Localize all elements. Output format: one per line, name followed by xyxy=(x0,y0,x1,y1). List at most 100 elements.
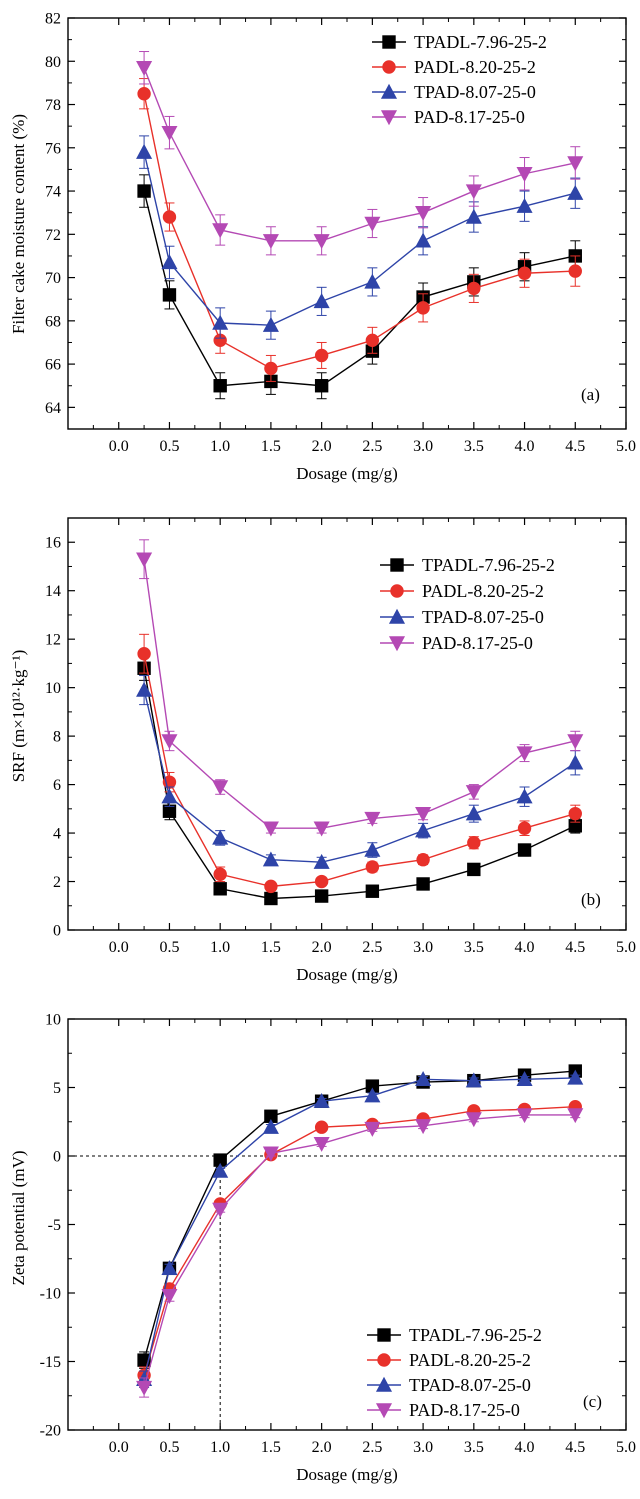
data-point xyxy=(364,1087,381,1103)
legend-label: PADL-8.20-25-2 xyxy=(409,1350,531,1370)
series-1 xyxy=(137,1064,582,1369)
series-2 xyxy=(137,633,582,894)
data-point xyxy=(213,882,227,896)
data-point xyxy=(568,806,582,821)
data-point xyxy=(262,234,279,250)
panel-label: (b) xyxy=(581,890,601,909)
legend-marker xyxy=(388,608,406,624)
data-point xyxy=(136,681,153,697)
series-line xyxy=(143,190,576,387)
legend-label: PAD-8.17-25-0 xyxy=(414,107,525,127)
data-point xyxy=(262,316,279,332)
legend-marker xyxy=(382,35,396,49)
y-tick-label: 4 xyxy=(53,826,61,843)
x-tick-label: 3.5 xyxy=(464,1439,484,1456)
x-tick-label: 2.0 xyxy=(312,438,332,455)
legend-label: TPAD-8.07-25-0 xyxy=(409,1375,531,1395)
y-axis-label: Zeta potential (mV) xyxy=(9,1150,28,1285)
series-line xyxy=(143,151,576,326)
legend-marker xyxy=(380,110,398,126)
data-point xyxy=(567,1069,584,1085)
legend-marker xyxy=(377,1328,391,1342)
data-point xyxy=(416,877,430,891)
data-point xyxy=(262,1118,279,1134)
data-point xyxy=(467,862,481,877)
y-tick-label: 68 xyxy=(45,313,61,330)
series-line xyxy=(143,1105,576,1376)
x-tick-label: 0.0 xyxy=(109,438,129,455)
legend-label: TPADL-7.96-25-2 xyxy=(414,32,547,52)
data-point xyxy=(516,788,533,804)
legend-marker xyxy=(377,1353,391,1367)
x-tick-label: 0.5 xyxy=(159,939,179,956)
legend-marker xyxy=(390,558,404,572)
series-line xyxy=(143,559,576,829)
data-point xyxy=(517,821,532,835)
data-point xyxy=(161,1260,178,1276)
y-tick-label: 0 xyxy=(53,1149,61,1166)
data-point xyxy=(314,874,329,889)
legend-label: TPAD-8.07-25-0 xyxy=(422,607,544,627)
data-point xyxy=(314,348,329,363)
series-line xyxy=(143,1114,576,1388)
data-point xyxy=(137,184,151,198)
x-tick-label: 1.0 xyxy=(210,939,230,956)
data-point xyxy=(212,829,229,845)
data-point xyxy=(516,197,533,213)
x-tick-label: 3.0 xyxy=(413,438,433,455)
data-point xyxy=(313,1092,330,1108)
y-tick-label: -15 xyxy=(40,1354,61,1371)
data-point xyxy=(313,234,330,250)
series-3 xyxy=(136,1069,584,1389)
x-tick-label: 4.5 xyxy=(565,939,585,956)
data-point xyxy=(264,879,278,894)
data-point xyxy=(567,734,584,750)
x-tick-label: 0.5 xyxy=(159,1439,179,1456)
x-tick-label: 0.0 xyxy=(109,1439,129,1456)
y-tick-label: 12 xyxy=(45,632,61,649)
panel-label: (a) xyxy=(581,385,600,404)
x-tick-label: 5.0 xyxy=(616,438,636,455)
data-point xyxy=(465,1072,482,1088)
data-point xyxy=(517,266,532,280)
series-4 xyxy=(136,51,584,256)
data-point xyxy=(262,821,279,837)
data-point xyxy=(465,184,482,200)
data-point xyxy=(415,232,432,248)
y-tick-label: 16 xyxy=(45,535,61,552)
legend-label: PADL-8.20-25-2 xyxy=(422,581,544,601)
data-point xyxy=(516,746,533,762)
data-point xyxy=(415,1119,432,1135)
y-tick-label: 80 xyxy=(45,54,61,71)
data-point xyxy=(365,884,380,898)
series-line xyxy=(143,653,576,888)
data-point xyxy=(161,125,178,141)
chart-panel-1: 0.0 0.5 1.0 1.5 2.0 2.5 3.0 3.5 4.0 4.5 5.0 64 66 68 7… xyxy=(9,11,636,484)
legend: TPADL-7.96-25-2 PADL-8.20-25-2 TPAD-8.07-2… xyxy=(367,1325,542,1420)
data-point xyxy=(264,891,278,906)
series-4 xyxy=(136,1108,584,1398)
x-tick-label: 1.0 xyxy=(210,438,230,455)
legend-marker xyxy=(388,636,406,652)
data-point xyxy=(465,208,482,224)
data-point xyxy=(212,1202,229,1218)
data-point xyxy=(364,811,381,827)
data-point xyxy=(161,1289,178,1304)
data-point xyxy=(262,851,279,867)
data-point xyxy=(365,860,380,874)
x-tick-label: 4.5 xyxy=(565,1439,585,1456)
legend-marker xyxy=(382,60,396,74)
data-point xyxy=(313,853,330,869)
y-tick-label: 2 xyxy=(53,874,61,891)
data-point xyxy=(416,853,430,867)
x-axis-label: Dosage (mg/g) xyxy=(296,1465,398,1484)
series-line xyxy=(143,93,576,370)
data-point xyxy=(416,301,430,315)
data-point xyxy=(364,273,381,289)
y-tick-label: 78 xyxy=(45,97,61,114)
data-point xyxy=(137,647,151,661)
data-point xyxy=(364,216,381,232)
data-point xyxy=(568,264,582,278)
x-tick-label: 2.5 xyxy=(362,1439,382,1456)
series-3 xyxy=(136,675,584,869)
